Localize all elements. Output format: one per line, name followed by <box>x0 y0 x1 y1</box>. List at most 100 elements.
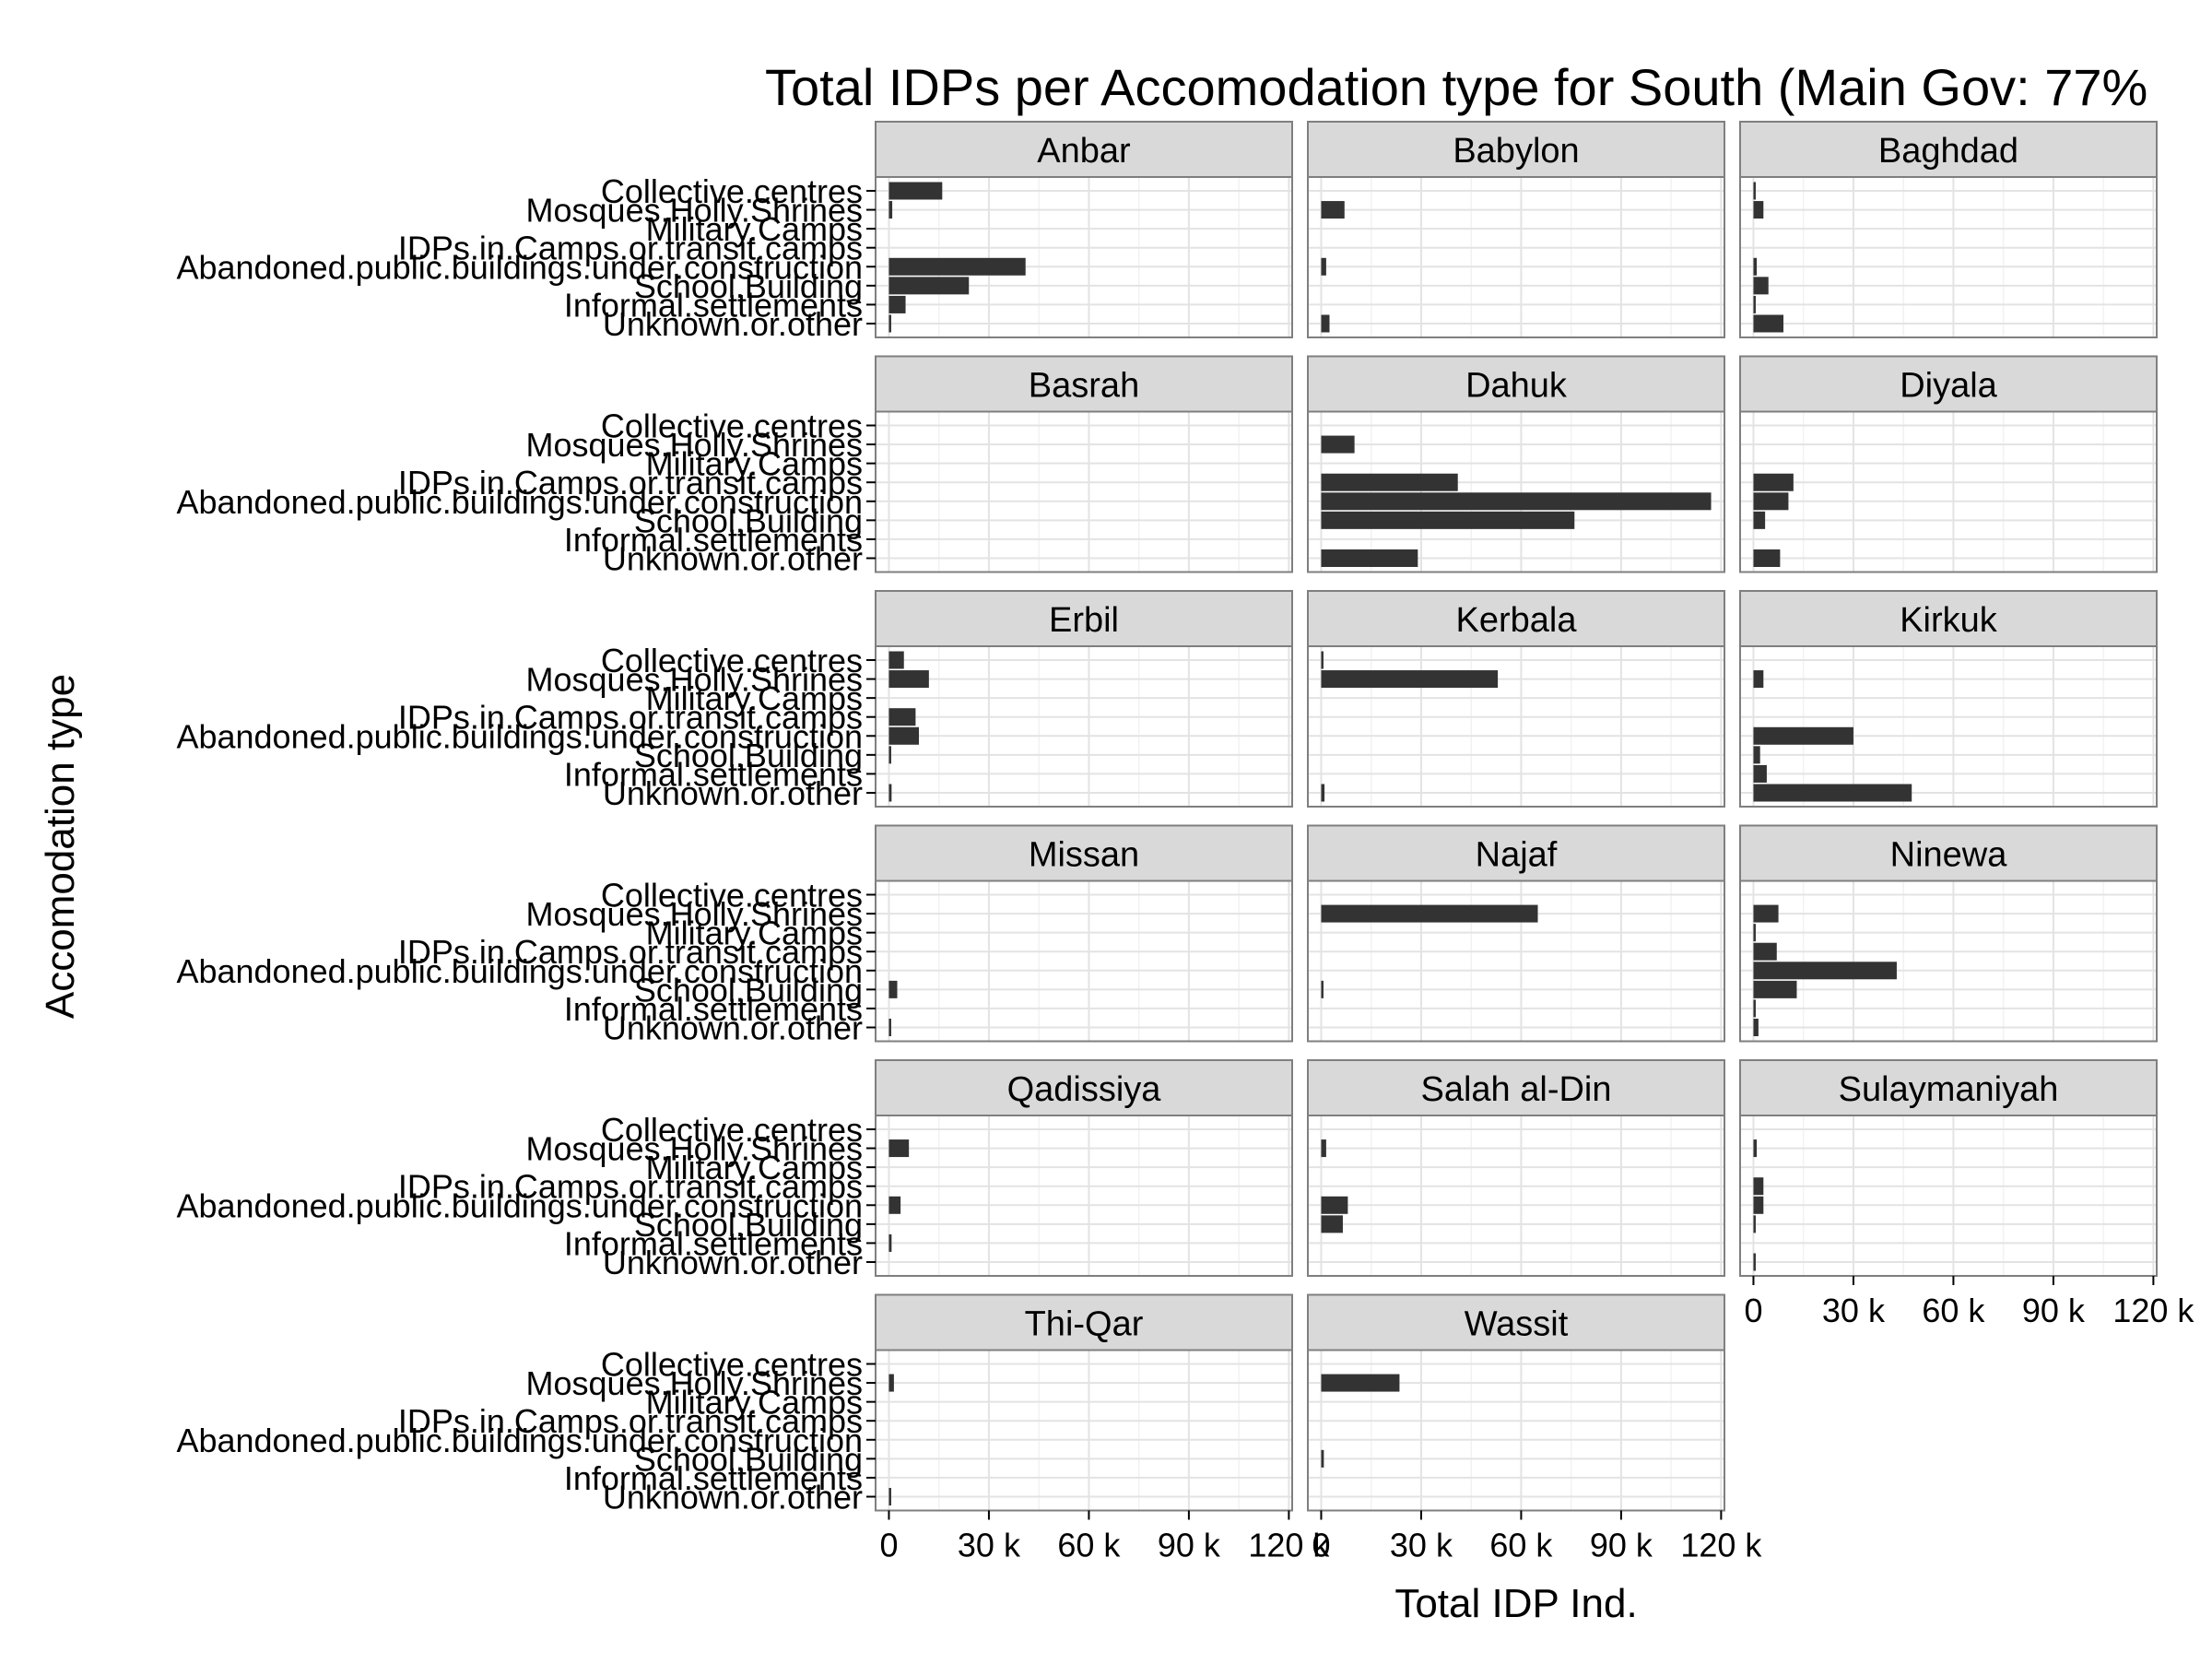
panel-background <box>876 1115 1292 1276</box>
x-tick-label: 90 k <box>1158 1527 1221 1564</box>
y-tick-label: Informal.settlements <box>564 1459 863 1497</box>
panel-background <box>876 411 1292 572</box>
panel-background <box>1308 1115 1724 1276</box>
y-tick-label: IDPs.in.Camps.or.transit.camps <box>398 230 863 267</box>
y-tick-label: Abandoned.public.buildings.under.constru… <box>176 483 863 521</box>
panel-background <box>876 177 1292 337</box>
bar <box>1753 904 1779 923</box>
panel-background <box>1308 411 1724 572</box>
bar <box>1753 726 1853 745</box>
y-tick-label: Unknown.or.other <box>603 774 863 812</box>
bar <box>1753 295 1756 313</box>
facet-label: Missan <box>1029 836 1139 875</box>
bar <box>1321 1196 1348 1214</box>
y-tick-label: Collective.centres <box>601 172 863 210</box>
y-tick-label: Collective.centres <box>601 407 863 445</box>
facet-strip <box>1307 121 1725 178</box>
y-tick-label: Unknown.or.other <box>603 1244 863 1281</box>
y-tick-label: Abandoned.public.buildings.under.constru… <box>176 952 863 990</box>
panel-border <box>1739 176 2158 338</box>
panel-border <box>1307 1349 1725 1512</box>
facet-label: Dahuk <box>1465 367 1568 406</box>
bar <box>1753 924 1756 942</box>
facet-label: Diyala <box>1900 367 1997 406</box>
panel-background <box>1740 177 2157 337</box>
bar <box>888 784 892 802</box>
bar <box>1321 473 1458 491</box>
facet-strip <box>875 824 1293 882</box>
x-axis-title: Total IDP Ind. <box>1394 1581 1637 1626</box>
y-axis-title: Accomodation type <box>38 674 83 1019</box>
facet-label: Thi-Qar <box>1025 1305 1144 1344</box>
bar <box>1321 314 1330 333</box>
y-tick-label: Mosques.Holly.Shrines <box>526 1364 863 1402</box>
bar <box>1753 182 1756 200</box>
bar <box>1753 746 1760 764</box>
bar <box>888 726 920 745</box>
y-tick-label: School.Building <box>634 502 863 539</box>
panel-border <box>1307 879 1725 1043</box>
bar <box>1753 473 1794 491</box>
panel-background <box>1740 880 2157 1042</box>
bar <box>888 746 891 764</box>
facet-strip <box>1739 590 2158 647</box>
facet-strip <box>1307 1059 1725 1116</box>
panel-background <box>876 880 1292 1042</box>
y-tick-label: IDPs.in.Camps.or.transit.camps <box>398 1168 863 1206</box>
y-tick-label: IDPs.in.Camps.or.transit.camps <box>398 933 863 971</box>
panel-border <box>875 1115 1293 1277</box>
facet-label: Kerbala <box>1456 601 1578 640</box>
facet-label: Anbar <box>1037 132 1131 171</box>
facet-strip <box>875 121 1293 178</box>
x-tick-label: 90 k <box>1590 1527 1653 1564</box>
y-tick-label: Military.Camps <box>646 1149 863 1186</box>
bar <box>1753 1177 1764 1196</box>
x-tick-label: 0 <box>879 1527 898 1564</box>
bar <box>1321 511 1575 529</box>
y-tick-label: Mosques.Holly.Shrines <box>526 895 863 933</box>
bar <box>1753 1019 1759 1036</box>
facet-label: Kirkuk <box>1900 601 1998 640</box>
bar <box>1753 1139 1758 1158</box>
x-tick-label: 90 k <box>2022 1292 2086 1329</box>
facet-strip <box>1739 1059 2158 1116</box>
y-tick-label: Abandoned.public.buildings.under.constru… <box>176 1422 863 1459</box>
chart-title: Total IDPs per Accomodation type for Sou… <box>765 58 2147 116</box>
bar <box>1321 1215 1343 1233</box>
bar <box>1321 435 1355 454</box>
bar <box>1753 962 1897 980</box>
panel-border <box>1739 1115 2158 1277</box>
bar <box>888 201 893 219</box>
panel-border <box>1307 410 1725 573</box>
facet-label: Baghdad <box>1878 132 2018 171</box>
y-tick-label: School.Building <box>634 971 863 1009</box>
panel-border <box>1739 410 2158 573</box>
y-tick-label: Military.Camps <box>646 445 863 483</box>
facet-label: Salah al-Din <box>1421 1070 1612 1109</box>
panel-border <box>1307 645 1725 808</box>
bar <box>1753 201 1764 219</box>
y-tick-label: Collective.centres <box>601 1111 863 1149</box>
y-tick-label: Military.Camps <box>646 1384 863 1422</box>
panel-border <box>1307 176 1725 338</box>
bar <box>1753 670 1764 689</box>
bar <box>888 314 891 333</box>
bar <box>1321 1139 1326 1158</box>
bar <box>1321 670 1499 689</box>
bar <box>1753 492 1789 511</box>
facet-label: Najaf <box>1476 836 1558 875</box>
x-tick-label: 120 k <box>2112 1292 2194 1329</box>
y-tick-label: IDPs.in.Camps.or.transit.camps <box>398 699 863 737</box>
y-tick-label: Informal.settlements <box>564 521 863 559</box>
panel-background <box>876 1350 1292 1511</box>
bar <box>888 1196 901 1214</box>
bar <box>1321 1449 1324 1468</box>
bar <box>1753 1196 1764 1214</box>
bar <box>1321 784 1325 802</box>
bar <box>1753 314 1784 333</box>
facet-label: Qadissiya <box>1007 1070 1162 1109</box>
x-tick-label: 60 k <box>1922 1292 1985 1329</box>
bar <box>888 708 916 726</box>
facet-strip <box>1307 355 1725 413</box>
x-tick-label: 60 k <box>1489 1527 1553 1564</box>
